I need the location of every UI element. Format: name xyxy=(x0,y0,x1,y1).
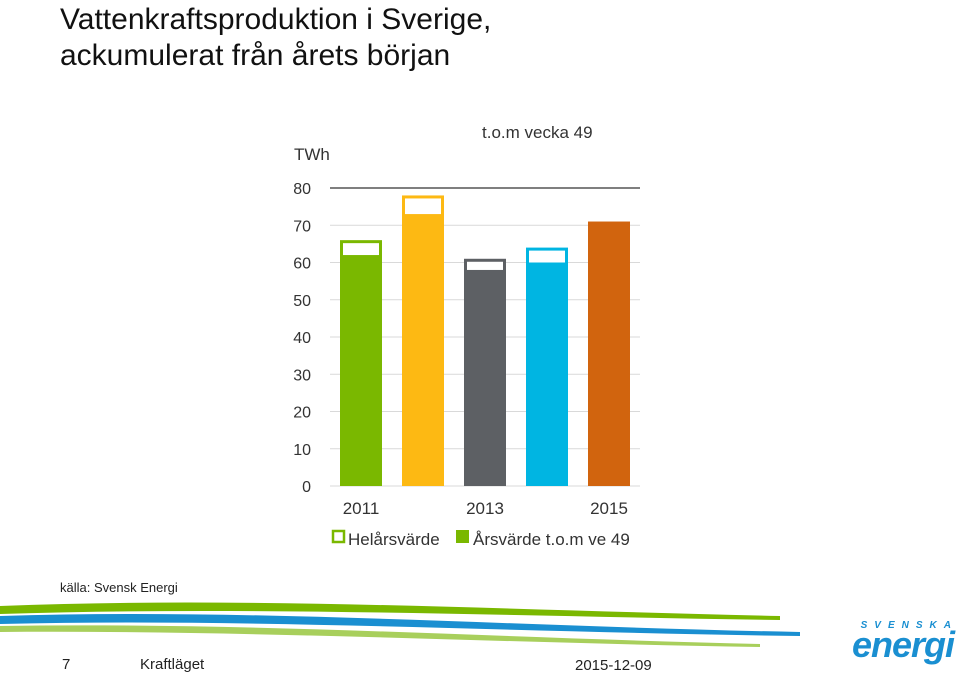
x-tick-label: 2011 xyxy=(343,499,380,518)
page-number: 7 xyxy=(62,656,71,673)
logo-top-text: SVENSKA xyxy=(860,620,958,631)
legend-swatch-helarsvarde xyxy=(331,529,346,544)
decorative-swoosh xyxy=(0,602,800,647)
y-axis-unit-label: TWh xyxy=(294,145,330,164)
title-line-1: Vattenkraftsproduktion i Sverige, xyxy=(60,3,492,36)
y-tick-label: 20 xyxy=(293,405,311,422)
y-tick-label: 60 xyxy=(293,256,311,273)
y-tick-label: 80 xyxy=(293,181,311,198)
x-tick-label: 2015 xyxy=(590,499,628,518)
chart-annotation: t.o.m vecka 49 xyxy=(482,123,593,142)
title-line-2: ackumulerat från årets början xyxy=(60,39,451,72)
legend-label-helarsvarde: Helårsvärde xyxy=(348,530,440,549)
bar-arsvarde-2013 xyxy=(464,269,506,486)
y-tick-label: 30 xyxy=(293,367,311,384)
y-tick-label: 50 xyxy=(293,293,311,310)
logo-main-text: energi xyxy=(851,624,955,665)
source-note: källa: Svensk Energi xyxy=(60,580,178,595)
y-tick-label: 70 xyxy=(293,218,311,235)
bar-arsvarde-2014 xyxy=(526,262,568,486)
bar-arsvarde-2012 xyxy=(402,214,444,486)
x-tick-label: 2013 xyxy=(466,499,504,518)
y-tick-label: 0 xyxy=(302,479,311,496)
svensk-energi-logo: SVENSKA energi xyxy=(846,620,958,665)
legend-label-arsvarde: Årsvärde t.o.m ve 49 xyxy=(473,530,630,549)
legend-swatch-arsvarde xyxy=(456,530,469,543)
y-tick-label: 10 xyxy=(293,442,311,459)
bar-arsvarde-2011 xyxy=(340,255,382,486)
bar-arsvarde-2015 xyxy=(588,221,630,486)
footer-date: 2015-12-09 xyxy=(575,657,652,674)
footer-title: Kraftläget xyxy=(140,656,205,673)
bar-chart: TWh t.o.m vecka 49 0 10 20 30 40 50 60 70 80 201… xyxy=(293,123,640,549)
y-tick-label: 40 xyxy=(293,330,311,347)
slide-title: Vattenkraftsproduktion i Sverige, ackumu… xyxy=(60,2,920,74)
